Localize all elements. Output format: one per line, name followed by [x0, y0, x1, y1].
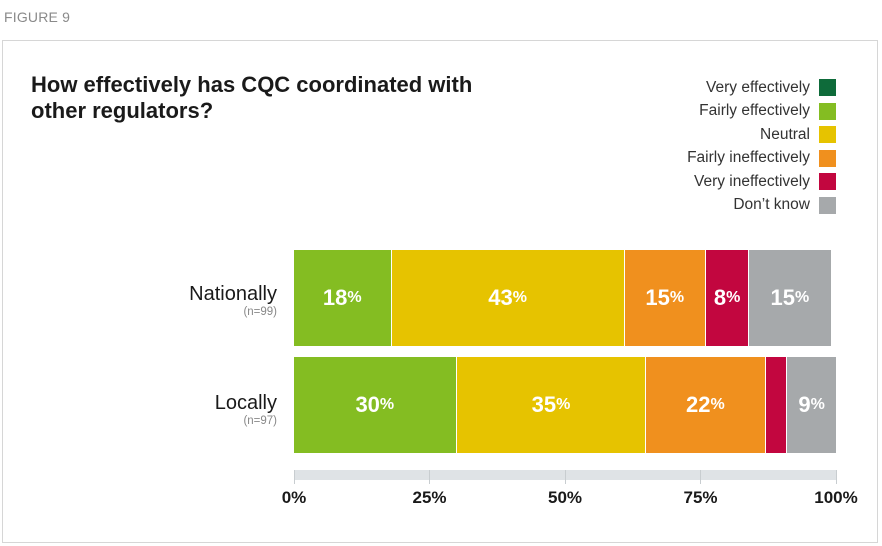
category-name: Nationally — [189, 283, 277, 305]
legend-label: Fairly ineffectively — [687, 149, 810, 167]
x-tick — [293, 470, 295, 484]
bar-segment: 35% — [456, 357, 647, 453]
data-label: 9 — [798, 392, 811, 417]
chart-frame — [2, 40, 878, 543]
data-label: 15 — [770, 285, 796, 310]
data-label: 18 — [322, 285, 348, 310]
row-label-locally: Locally (n=97) — [215, 392, 277, 428]
data-label-suffix: % — [810, 396, 825, 413]
bar-segment: 8% — [705, 250, 750, 346]
category-name: Locally — [214, 392, 277, 414]
x-tick-label: 25% — [412, 488, 447, 507]
row-label-nationally: Nationally (n=99) — [189, 283, 277, 319]
legend-swatch — [819, 149, 836, 167]
data-label: 30 — [355, 392, 380, 417]
data-label-suffix: % — [669, 289, 685, 306]
x-tick-label: 0% — [281, 488, 307, 507]
data-label-suffix: % — [347, 289, 362, 306]
legend-item: Neutral — [687, 123, 836, 147]
x-tick — [700, 470, 701, 484]
legend-swatch — [819, 79, 836, 97]
data-label-suffix: % — [556, 396, 571, 413]
data-label-suffix: % — [710, 396, 725, 413]
x-tick-label: 75% — [683, 488, 718, 507]
legend-item: Fairly ineffectively — [687, 147, 836, 171]
bar-segment — [765, 357, 788, 453]
legend-item: Very ineffectively — [687, 170, 836, 194]
x-tick — [429, 470, 430, 484]
legend-label: Very effectively — [706, 78, 810, 96]
x-tick-label: 100% — [814, 488, 858, 507]
data-label-suffix: % — [512, 289, 527, 306]
data-label: 8 — [713, 285, 727, 310]
bar-locally: 30% 35% 22% 9% — [294, 357, 836, 453]
legend-swatch — [819, 196, 836, 214]
data-label: 22 — [686, 392, 711, 417]
data-label: 15 — [645, 285, 670, 310]
legend-item: Very effectively — [687, 76, 836, 100]
category-sample-size: (n=97) — [243, 415, 277, 427]
legend-label: Don’t know — [733, 196, 810, 214]
legend-swatch — [819, 102, 836, 120]
legend-label: Neutral — [760, 125, 810, 143]
legend-swatch — [819, 173, 836, 191]
x-tick — [564, 470, 566, 484]
category-sample-size: (n=99) — [243, 306, 277, 318]
legend-item: Don’t know — [687, 194, 836, 218]
data-label-suffix: % — [726, 289, 741, 306]
bar-segment: 15% — [624, 250, 706, 346]
bar-segment: 15% — [749, 250, 831, 346]
bar-segment: 9% — [787, 357, 836, 453]
x-tick-label: 50% — [547, 488, 583, 507]
legend-label: Fairly effectively — [699, 102, 810, 120]
bar-segment: 18% — [294, 250, 392, 346]
data-label-suffix: % — [379, 396, 395, 413]
bar-segment: 30% — [294, 357, 457, 453]
legend-swatch — [819, 126, 836, 144]
bar-nationally: 18% 43% 15% 8% 15% — [294, 250, 836, 346]
data-label: 35 — [531, 392, 557, 417]
figure-label: FIGURE 9 — [4, 9, 71, 25]
bar-segment: 43% — [391, 250, 625, 346]
legend-label: Very ineffectively — [693, 172, 810, 190]
bar-segment: 22% — [646, 357, 766, 453]
legend-item: Fairly effectively — [687, 100, 836, 124]
data-label-suffix: % — [795, 289, 810, 306]
legend: Very effectively Fairly effectively Neut… — [687, 76, 836, 217]
data-label: 43 — [488, 285, 513, 310]
chart-title: How effectively has CQC coordinated with… — [31, 72, 473, 123]
x-tick — [835, 470, 837, 484]
